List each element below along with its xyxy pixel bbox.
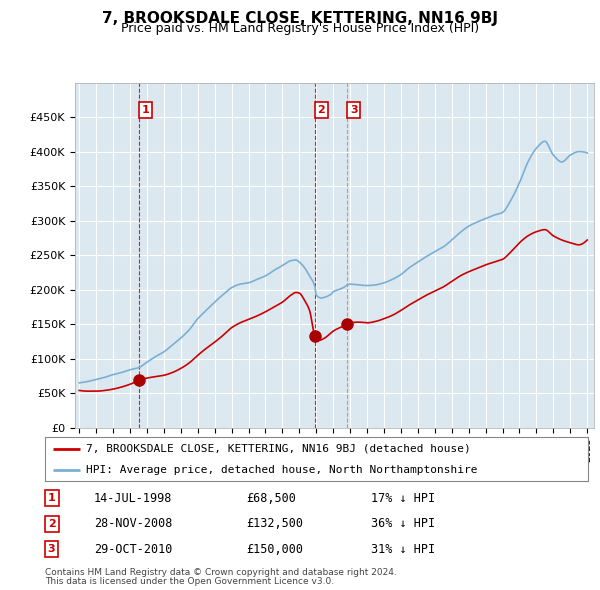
Text: 1: 1 bbox=[47, 493, 55, 503]
Text: Contains HM Land Registry data © Crown copyright and database right 2024.: Contains HM Land Registry data © Crown c… bbox=[45, 568, 397, 576]
Text: 3: 3 bbox=[48, 544, 55, 554]
Text: Price paid vs. HM Land Registry's House Price Index (HPI): Price paid vs. HM Land Registry's House … bbox=[121, 22, 479, 35]
Text: 36% ↓ HPI: 36% ↓ HPI bbox=[371, 517, 435, 530]
Text: £68,500: £68,500 bbox=[246, 491, 296, 504]
Text: 14-JUL-1998: 14-JUL-1998 bbox=[94, 491, 172, 504]
Text: 2: 2 bbox=[47, 519, 55, 529]
Text: HPI: Average price, detached house, North Northamptonshire: HPI: Average price, detached house, Nort… bbox=[86, 465, 477, 475]
Text: 2: 2 bbox=[317, 105, 325, 115]
Text: 31% ↓ HPI: 31% ↓ HPI bbox=[371, 543, 435, 556]
Text: 17% ↓ HPI: 17% ↓ HPI bbox=[371, 491, 435, 504]
Text: 3: 3 bbox=[350, 105, 358, 115]
Text: 29-OCT-2010: 29-OCT-2010 bbox=[94, 543, 172, 556]
Text: £132,500: £132,500 bbox=[246, 517, 303, 530]
Text: 1: 1 bbox=[142, 105, 149, 115]
Text: This data is licensed under the Open Government Licence v3.0.: This data is licensed under the Open Gov… bbox=[45, 577, 334, 586]
Text: 7, BROOKSDALE CLOSE, KETTERING, NN16 9BJ (detached house): 7, BROOKSDALE CLOSE, KETTERING, NN16 9BJ… bbox=[86, 444, 470, 454]
Text: 7, BROOKSDALE CLOSE, KETTERING, NN16 9BJ: 7, BROOKSDALE CLOSE, KETTERING, NN16 9BJ bbox=[102, 11, 498, 25]
Text: £150,000: £150,000 bbox=[246, 543, 303, 556]
Text: 28-NOV-2008: 28-NOV-2008 bbox=[94, 517, 172, 530]
